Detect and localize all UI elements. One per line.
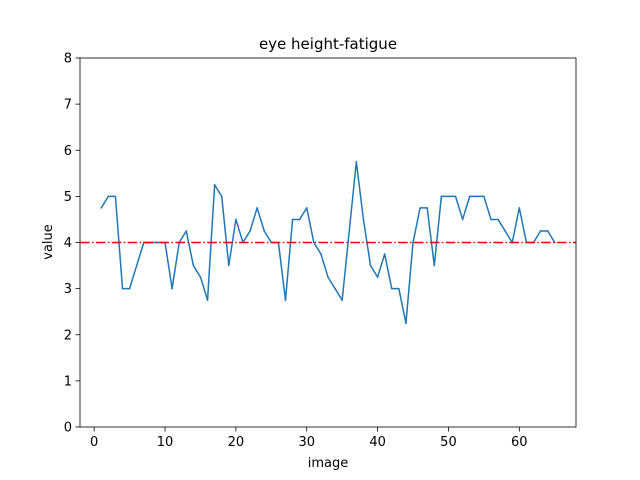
data-point	[454, 195, 457, 198]
data-point	[539, 230, 542, 232]
data-point	[305, 207, 308, 209]
data-point	[383, 253, 386, 255]
x-tick-label: 40	[369, 435, 386, 450]
data-point	[320, 253, 322, 255]
data-point	[128, 287, 131, 290]
data-point	[199, 276, 202, 278]
y-tick-label: 1	[64, 374, 72, 389]
data-point	[398, 287, 400, 290]
data-point	[213, 184, 216, 186]
data-point	[504, 230, 506, 232]
data-point	[121, 287, 124, 290]
data-point	[376, 276, 379, 278]
data-point	[327, 276, 329, 278]
data-point	[461, 218, 464, 221]
plot-area: 0 10 20 30 40 50 60 0 1 2 3 4 5 6 7 8	[64, 52, 577, 450]
x-tick-label: 30	[298, 435, 315, 450]
data-point	[518, 207, 521, 209]
y-tick-label: 4	[64, 236, 72, 251]
data-point	[206, 299, 209, 301]
y-tick-label: 3	[64, 282, 72, 297]
data-point	[235, 218, 237, 221]
data-point	[220, 195, 223, 198]
data-point	[476, 195, 478, 198]
x-tick-label: 0	[90, 435, 98, 450]
data-point	[313, 241, 315, 244]
x-tick-label: 20	[228, 435, 245, 450]
data-point	[100, 207, 103, 209]
data-point	[419, 207, 421, 209]
y-tick-label: 5	[64, 190, 72, 205]
data-point	[348, 230, 351, 232]
data-point	[135, 264, 138, 267]
data-point	[263, 230, 266, 232]
data-point	[185, 230, 188, 232]
chart-title: eye height-fatigue	[259, 35, 397, 53]
data-point	[440, 195, 443, 198]
data-point	[249, 230, 251, 232]
data-point	[157, 241, 159, 244]
y-tick-label: 7	[64, 98, 72, 113]
x-tick-label: 10	[157, 435, 174, 450]
x-axis-label: image	[308, 456, 349, 471]
data-point	[355, 160, 358, 163]
x-tick-label: 50	[440, 435, 457, 450]
y-tick-label: 2	[64, 328, 72, 343]
data-point	[334, 287, 336, 290]
data-point	[341, 299, 343, 301]
data-point	[256, 207, 258, 209]
data-point	[468, 195, 471, 198]
data-point	[228, 264, 230, 267]
data-point	[426, 207, 429, 209]
data-point	[298, 218, 301, 221]
data-point	[107, 195, 110, 198]
data-point	[546, 230, 549, 232]
y-axis-label: value	[41, 224, 56, 260]
data-point	[490, 218, 492, 221]
data-point	[284, 299, 287, 301]
data-point	[405, 322, 407, 325]
y-tick-label: 8	[64, 52, 72, 67]
data-point	[171, 287, 173, 290]
data-point	[447, 195, 450, 198]
data-point	[362, 218, 365, 221]
data-point	[369, 264, 372, 267]
x-tick-label: 60	[511, 435, 528, 450]
data-point	[390, 287, 393, 290]
data-point	[192, 264, 195, 267]
data-point	[291, 218, 294, 221]
data-point	[114, 195, 117, 198]
y-tick-label: 0	[64, 421, 72, 436]
data-point	[483, 195, 485, 198]
data-point	[412, 241, 414, 244]
y-tick-label: 6	[64, 144, 72, 159]
data-point	[433, 264, 436, 267]
data-point	[497, 218, 499, 221]
